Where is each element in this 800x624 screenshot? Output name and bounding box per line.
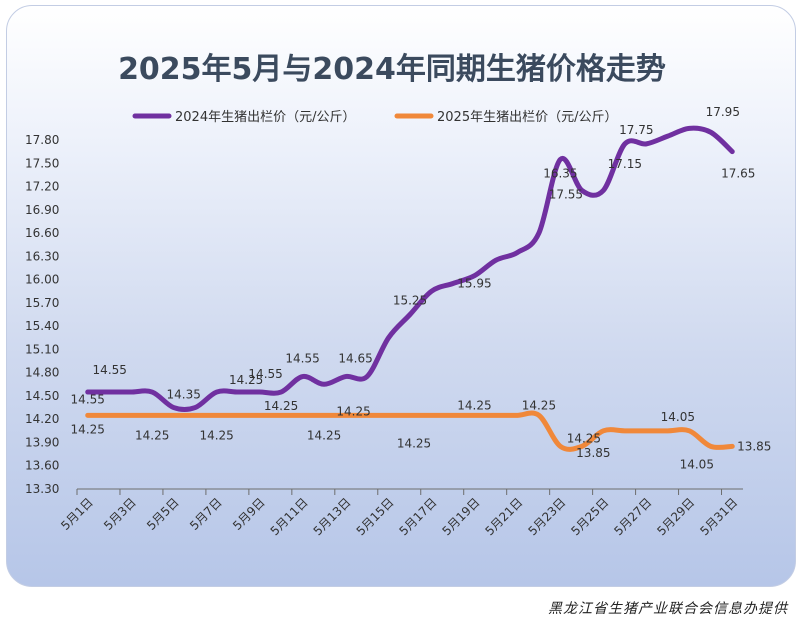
y-tick-label: 14.80 bbox=[25, 366, 59, 380]
data-label: 14.55 bbox=[93, 363, 127, 377]
data-label: 14.25 bbox=[567, 431, 601, 445]
x-tick-label: 5月19日 bbox=[440, 495, 483, 538]
y-tick-label: 16.00 bbox=[25, 273, 59, 287]
data-label: 15.25 bbox=[393, 294, 427, 308]
y-tick-label: 15.10 bbox=[25, 342, 59, 356]
data-label: 14.25 bbox=[135, 428, 169, 442]
data-label: 14.55 bbox=[285, 352, 319, 366]
data-label: 14.25 bbox=[264, 399, 298, 413]
x-tick-label: 5月27日 bbox=[611, 495, 654, 538]
x-tick-label: 5月3日 bbox=[101, 495, 139, 533]
data-label: 14.35 bbox=[166, 388, 200, 402]
data-label: 14.25 bbox=[307, 428, 341, 442]
y-tick-label: 13.90 bbox=[25, 435, 59, 449]
legend-label-0: 2024年生猪出栏价（元/公斤） bbox=[175, 110, 355, 125]
y-tick-label: 15.40 bbox=[25, 319, 59, 333]
y-tick-label: 16.60 bbox=[25, 226, 59, 240]
data-label: 13.85 bbox=[576, 446, 610, 460]
y-tick-label: 14.50 bbox=[25, 389, 59, 403]
data-label: 14.55 bbox=[71, 392, 105, 406]
data-label: 14.25 bbox=[457, 398, 491, 412]
y-tick-label: 17.20 bbox=[25, 180, 59, 194]
chart-frame: 2025年5月与2024年同期生猪价格走势 2024年生猪出栏价（元/公斤） 20… bbox=[6, 5, 796, 587]
x-tick-label: 5月7日 bbox=[187, 495, 225, 533]
y-tick-label: 17.80 bbox=[25, 133, 59, 147]
data-label: 14.25 bbox=[397, 436, 431, 450]
x-tick-label: 5月15日 bbox=[354, 495, 397, 538]
data-label: 13.85 bbox=[737, 439, 771, 453]
y-tick-label: 16.30 bbox=[25, 249, 59, 263]
y-tick-label: 13.60 bbox=[25, 459, 59, 473]
x-tick-label: 5月5日 bbox=[144, 495, 182, 533]
data-label: 17.75 bbox=[619, 123, 653, 137]
y-tick-label: 15.70 bbox=[25, 296, 59, 310]
x-tick-label: 5月17日 bbox=[397, 495, 440, 538]
x-tick-label: 5月21日 bbox=[482, 495, 525, 538]
y-tick-label: 17.50 bbox=[25, 156, 59, 170]
y-tick-label: 13.30 bbox=[25, 482, 59, 496]
data-label: 14.25 bbox=[522, 398, 556, 412]
data-label: 14.05 bbox=[680, 457, 714, 471]
data-label: 16.35 bbox=[543, 166, 577, 180]
legend-label-1: 2025年生猪出栏价（元/公斤） bbox=[437, 110, 617, 125]
x-tick-label: 5月1日 bbox=[58, 495, 96, 533]
data-label: 17.55 bbox=[549, 187, 583, 201]
data-label: 14.25 bbox=[199, 428, 233, 442]
x-tick-label: 5月13日 bbox=[311, 495, 354, 538]
x-tick-label: 5月11日 bbox=[268, 495, 311, 538]
y-tick-label: 14.20 bbox=[25, 412, 59, 426]
x-tick-label: 5月25日 bbox=[568, 495, 611, 538]
source-note: 黑龙江省生猪产业联合会信息办提供 bbox=[548, 601, 788, 617]
data-label: 14.25 bbox=[336, 404, 370, 418]
data-label: 14.65 bbox=[338, 352, 372, 366]
y-tick-label: 16.90 bbox=[25, 203, 59, 217]
series-line-2024 bbox=[85, 125, 735, 413]
x-tick-label: 5月23日 bbox=[525, 495, 568, 538]
x-tick-label: 5月9日 bbox=[230, 495, 268, 533]
chart-title: 2025年5月与2024年同期生猪价格走势 bbox=[118, 52, 666, 87]
x-tick-label: 5月29日 bbox=[654, 495, 697, 538]
data-label: 17.15 bbox=[608, 157, 642, 171]
series-line-2025 bbox=[85, 410, 735, 452]
chart-plot: 2024年生猪出栏价（元/公斤） 2025年生猪出栏价（元/公斤） 17.80 17.… bbox=[25, 105, 771, 538]
data-label: 17.65 bbox=[721, 167, 755, 181]
data-label: 15.95 bbox=[457, 277, 491, 291]
data-label: 14.05 bbox=[661, 410, 695, 424]
data-label: 17.95 bbox=[706, 105, 740, 119]
data-label: 14.55 bbox=[248, 367, 282, 381]
data-label: 14.25 bbox=[229, 373, 263, 387]
data-label: 14.25 bbox=[71, 422, 105, 436]
x-tick-label: 5月31日 bbox=[697, 495, 740, 538]
